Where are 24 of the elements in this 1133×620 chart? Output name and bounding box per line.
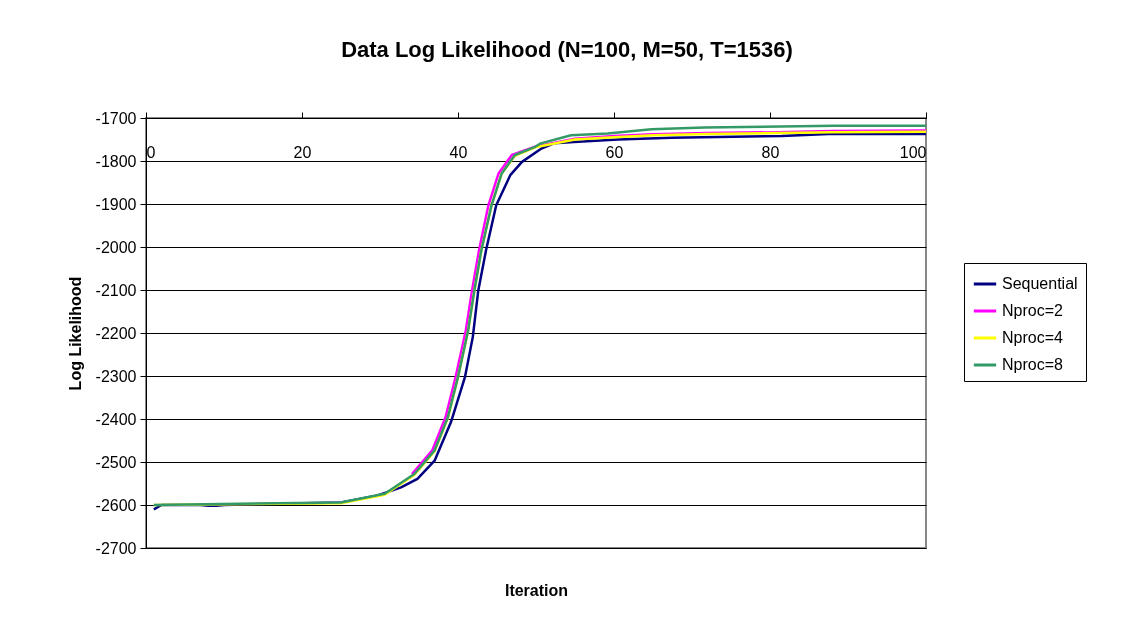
- legend-label: Sequential: [1002, 275, 1078, 292]
- y-tick-label: -1700: [95, 109, 137, 127]
- y-tick-label: -2200: [95, 324, 137, 342]
- y-tick-label: -2500: [95, 453, 137, 471]
- x-tick-label: 20: [293, 143, 312, 161]
- legend-label: Nproc=2: [1002, 302, 1064, 319]
- x-tick-label: 60: [605, 143, 624, 161]
- y-tick-label: -1800: [95, 152, 137, 170]
- x-tick-label: 100: [899, 143, 927, 161]
- y-tick-label: -1900: [95, 195, 137, 213]
- y-axis-title: Log Likelihood: [66, 276, 84, 391]
- y-tick-label: -2300: [95, 367, 137, 385]
- x-tick-label: 80: [761, 143, 780, 161]
- legend-label: Nproc=4: [1002, 329, 1064, 346]
- x-tick-label: 0: [146, 143, 156, 161]
- y-tick-label: -2400: [95, 410, 137, 428]
- chart-title: Data Log Likelihood (N=100, M=50, T=1536): [341, 37, 793, 62]
- y-tick-label: -2000: [95, 238, 137, 256]
- y-tick-label: -2100: [95, 281, 137, 299]
- y-tick-label: -2600: [95, 496, 137, 514]
- x-axis-title: Iteration: [504, 581, 569, 599]
- y-tick-label: -2700: [95, 539, 137, 557]
- legend-label: Nproc=8: [1002, 356, 1064, 373]
- x-tick-label: 40: [449, 143, 468, 161]
